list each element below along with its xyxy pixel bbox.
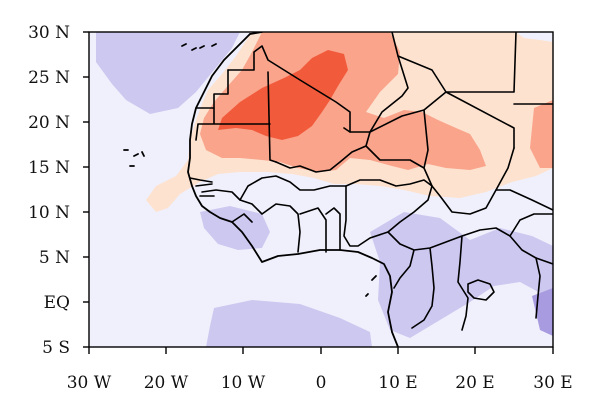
- y-tick-label: 15 N: [28, 158, 70, 178]
- negative-region-northwest: [96, 32, 240, 114]
- y-tick-label: 30 N: [28, 23, 70, 43]
- border-algeria-east: [369, 32, 409, 133]
- x-axis: 30 W 20 W 10 W 0 10 E 20 E 30 E: [67, 347, 573, 393]
- x-tick-label: 20 W: [144, 373, 189, 393]
- y-axis: 30 N 25 N 20 N 15 N 10 N 5 N EQ 5 S: [28, 23, 89, 358]
- border-west-coast-states: [201, 175, 347, 253]
- border-lake-victoria: [467, 279, 495, 301]
- border-western-sahara: [195, 69, 229, 109]
- border-central-africa: [387, 227, 553, 331]
- coastline-and-borders: [123, 32, 553, 347]
- y-tick-label: EQ: [44, 293, 70, 313]
- border-mali: [275, 127, 371, 173]
- negative-region-south-atlantic: [206, 300, 372, 347]
- y-tick-label: 20 N: [28, 113, 70, 133]
- x-tick-label: 30 W: [67, 373, 112, 393]
- x-tick-label: 0: [316, 373, 327, 393]
- y-tick-label: 5 S: [42, 338, 70, 358]
- border-morocco-algeria: [227, 45, 351, 133]
- x-tick-label: 10 E: [378, 373, 417, 393]
- strong-positive-region: [218, 50, 348, 140]
- border-mauritania: [195, 71, 277, 163]
- y-tick-label: 25 N: [28, 68, 70, 88]
- border-gulf-islands: [365, 275, 377, 297]
- border-senegambia: [189, 177, 215, 197]
- moderate-positive-east: [530, 100, 553, 168]
- border-cape-verde: [123, 149, 145, 167]
- border-canary-islands: [181, 43, 217, 51]
- x-tick-label: 20 E: [455, 373, 494, 393]
- x-tick-label: 10 W: [221, 373, 266, 393]
- y-tick-label: 5 N: [39, 248, 70, 268]
- weak-positive-notch: [516, 32, 553, 42]
- border-nigeria: [343, 179, 433, 247]
- x-tick-label: 30 E: [533, 373, 572, 393]
- border-egypt-sudan: [431, 103, 553, 215]
- y-tick-label: 10 N: [28, 203, 70, 223]
- negative-region-central: [370, 212, 553, 338]
- border-niger-chad: [365, 91, 447, 187]
- border-east-africa: [495, 189, 553, 319]
